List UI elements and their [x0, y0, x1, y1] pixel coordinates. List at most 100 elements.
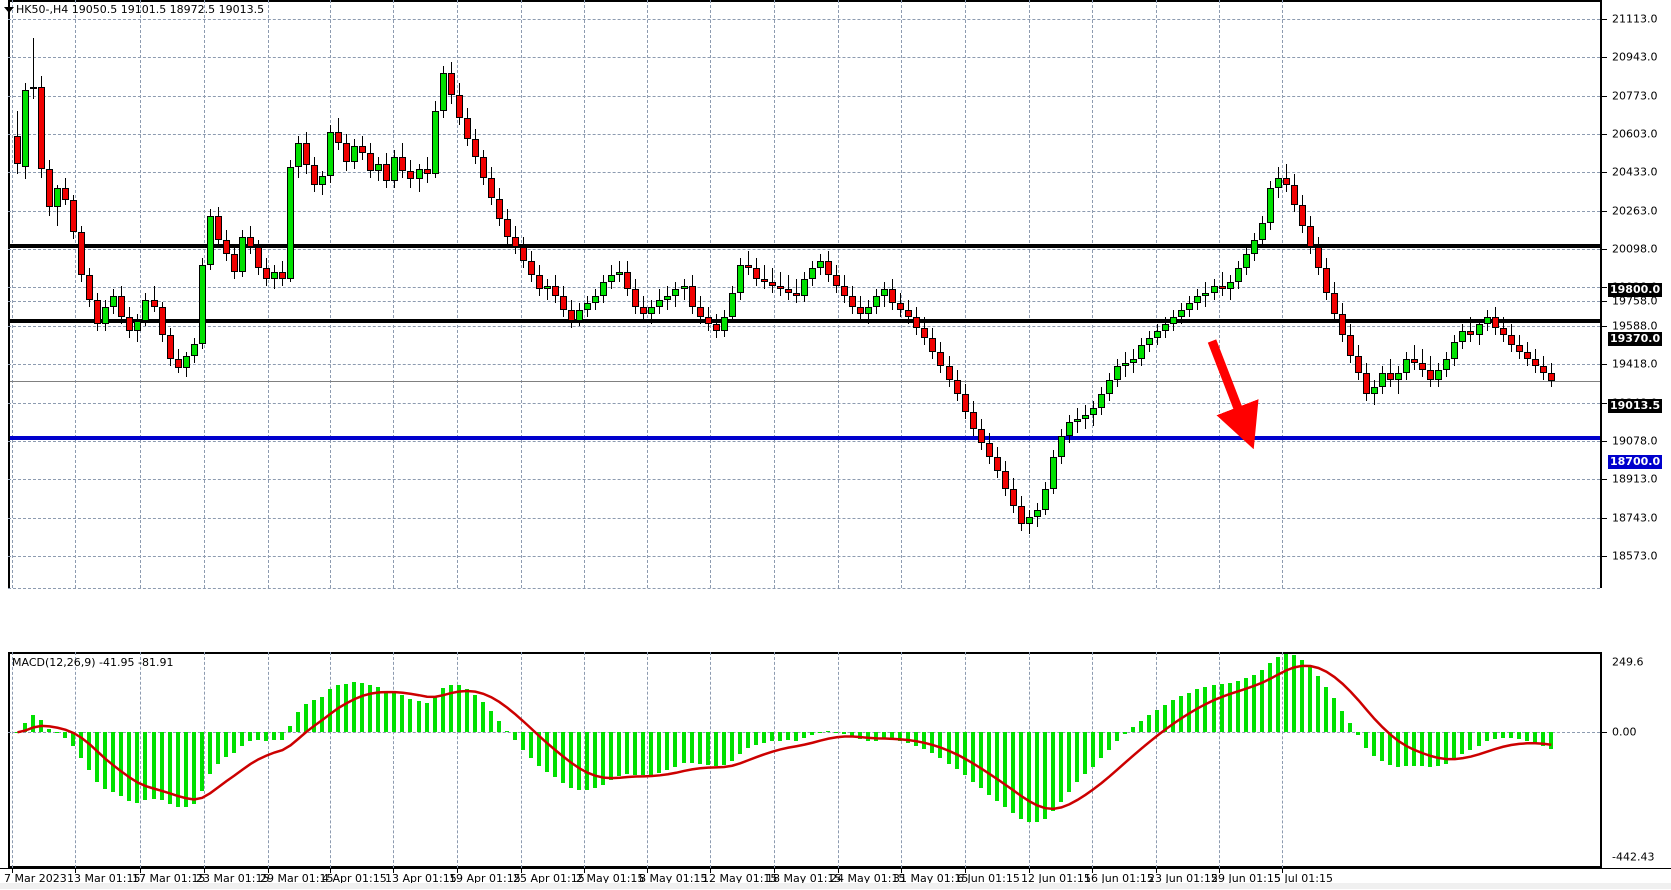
macd-histogram-bar: [874, 732, 879, 741]
macd-histogram-bar: [745, 732, 750, 749]
macd-histogram-bar: [1275, 657, 1280, 733]
candle-body: [335, 132, 343, 143]
candle-body: [383, 163, 391, 182]
candle-body: [1347, 334, 1355, 356]
time-axis-label: 19 Apr 01:15: [449, 872, 521, 885]
price-level-badge[interactable]: 19800.0: [1608, 283, 1663, 297]
candle-body: [921, 327, 929, 339]
macd-histogram-bar: [1388, 732, 1393, 765]
candle-body: [841, 285, 849, 297]
candle-body: [423, 168, 431, 175]
time-axis-tick: [1219, 869, 1220, 873]
panel-divider: [0, 588, 1671, 652]
macd-histogram-bar: [970, 732, 975, 783]
candle-body: [969, 411, 977, 430]
candle-body: [1009, 488, 1017, 507]
macd-histogram-bar: [1404, 732, 1409, 767]
macd-histogram-bar: [1243, 677, 1248, 733]
macd-histogram-bar: [223, 732, 228, 757]
macd-histogram-bar: [496, 720, 501, 733]
macd-histogram-bar: [681, 732, 686, 764]
candle-body: [158, 306, 166, 335]
candle-body: [1435, 369, 1443, 381]
candle-body: [1266, 188, 1274, 223]
macd-histogram-bar: [159, 732, 164, 801]
macd-panel-bottom-border: [8, 866, 1602, 868]
candle-body: [945, 366, 953, 381]
candle-body: [303, 142, 311, 166]
macd-histogram-bar: [721, 732, 726, 766]
macd-indicator-panel[interactable]: MACD(12,26,9) -41.95 -81.91 249.6 0.00 -44…: [0, 652, 1671, 868]
candle-body: [736, 264, 744, 293]
price-level-line-19370.0[interactable]: [10, 319, 1600, 324]
candle-body: [1387, 373, 1395, 381]
macd-histogram-bar: [1420, 732, 1425, 766]
macd-histogram-bar: [1484, 732, 1489, 741]
macd-histogram-bar: [1131, 727, 1136, 733]
macd-histogram-bar: [561, 732, 566, 783]
macd-histogram-bar: [1340, 710, 1344, 733]
gridline-h: [8, 518, 1600, 519]
candle-wick: [683, 278, 685, 300]
macd-histogram-bar: [1042, 732, 1047, 820]
candle-body: [1138, 345, 1146, 360]
candle-wick: [1221, 271, 1223, 297]
macd-histogram-bar: [753, 732, 758, 745]
candle-body: [800, 278, 808, 297]
candle-body: [287, 167, 295, 279]
candle-body: [479, 156, 487, 178]
macd-histogram-bar: [1115, 732, 1120, 742]
macd-histogram-bar: [472, 694, 477, 733]
candle-body: [752, 268, 760, 279]
time-axis-tick: [838, 869, 839, 873]
symbol-header: HK50-,H4 19050.5 19101.5 18972.5 19013.5: [16, 3, 264, 16]
price-level-line-19800.0[interactable]: [10, 243, 1600, 248]
candle-body: [600, 282, 608, 297]
macd-histogram-bar: [769, 732, 774, 742]
price-level-badge[interactable]: 19370.0: [1608, 332, 1663, 346]
time-axis-tick: [1029, 869, 1030, 873]
gridline-v: [268, 652, 269, 868]
candle-body: [937, 352, 945, 367]
candle-body: [1355, 355, 1363, 374]
macd-histogram-bar: [553, 732, 558, 778]
candle-wick: [1398, 366, 1400, 395]
price-axis-label: 18913.0: [1612, 472, 1658, 486]
macd-histogram-bar: [1147, 714, 1152, 733]
macd-histogram-bar: [231, 732, 236, 754]
price-chart-panel[interactable]: 21113.0 20943.0 20773.0 20603.0 20433.0 20263…: [0, 0, 1671, 714]
gridline-v: [204, 652, 205, 868]
macd-histogram-bar: [103, 732, 108, 789]
caret-down-icon[interactable]: [4, 7, 14, 13]
macd-histogram-bar: [906, 732, 911, 744]
candle-body: [198, 264, 206, 344]
gridline-v: [393, 652, 394, 868]
gridline-v: [710, 0, 711, 588]
candle-body: [953, 380, 961, 395]
price-level-badge[interactable]: 18700.0: [1608, 455, 1663, 469]
candle-body: [182, 355, 190, 368]
macd-panel-top-border: [8, 652, 1602, 654]
candle-body: [1306, 226, 1314, 248]
candle-body: [1491, 317, 1499, 328]
candle-body: [1379, 373, 1387, 388]
candle-body: [1057, 436, 1065, 458]
candle-body: [487, 177, 495, 199]
gridline-v: [12, 652, 13, 868]
macd-histogram-bar: [986, 732, 991, 795]
price-level-line-19013.5[interactable]: [10, 381, 1600, 383]
candle-body: [672, 289, 680, 297]
price-level-badge[interactable]: 19013.5: [1608, 399, 1663, 413]
candle-body: [680, 285, 688, 290]
macd-histogram-bar: [1259, 670, 1264, 733]
candle-body: [1033, 509, 1041, 517]
macd-histogram-bar: [1468, 732, 1473, 751]
macd-histogram-bar: [641, 732, 646, 776]
macd-histogram-bar: [1195, 689, 1200, 733]
candle-body: [262, 268, 270, 279]
gridline-h: [8, 211, 1600, 212]
price-level-line-18700.0[interactable]: [10, 436, 1600, 441]
macd-histogram-bar: [938, 732, 943, 759]
candle-body: [728, 292, 736, 318]
candle-wick: [1422, 348, 1424, 377]
